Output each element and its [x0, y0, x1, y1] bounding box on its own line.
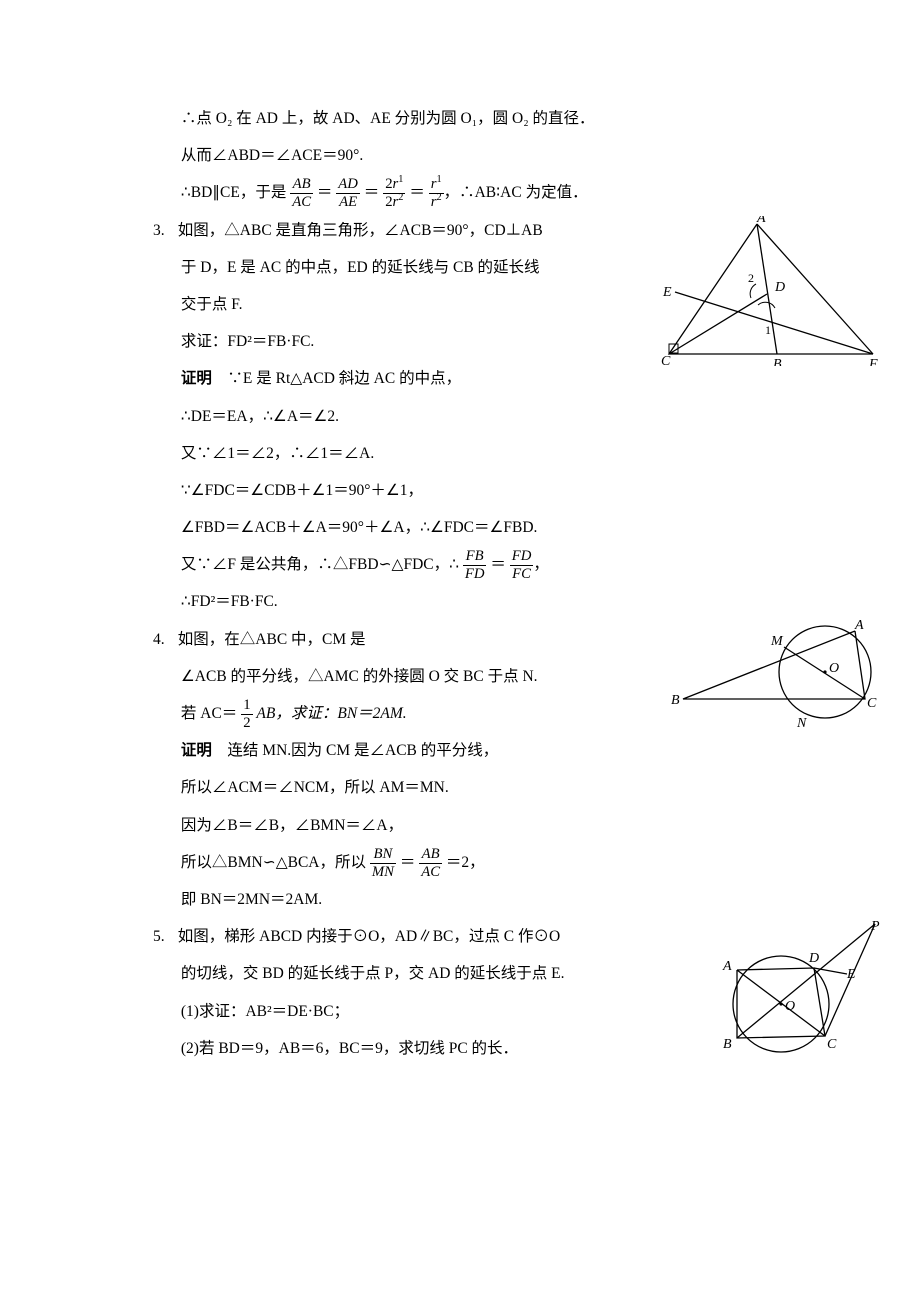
problem-3: 3.如图，△ABC 是直角三角形，∠ACB＝90°，CD⊥AB A C B F …	[153, 212, 795, 249]
fraction: 2r12r2	[383, 176, 405, 211]
math-text: 如图，梯形 ABCD 内接于⊙O，AD∥BC，过点 C 作⊙O	[178, 928, 560, 945]
math-text: 所以∠ACM＝∠NCM，所以 AM＝MN.	[181, 779, 449, 796]
fraction: ABAC	[419, 846, 442, 881]
math-text: ＝2，	[446, 854, 485, 871]
text-line: 即 BN＝2MN＝2AM.	[153, 881, 795, 918]
text-line: 交于点 F.	[153, 286, 795, 323]
math-text: 交于点 F.	[181, 296, 243, 313]
fraction: ABAC	[290, 176, 313, 211]
text-line: 又∵∠1＝∠2，∴∠1＝∠A.	[153, 435, 795, 472]
svg-text:D: D	[808, 951, 819, 966]
svg-text:E: E	[846, 967, 856, 982]
fraction: BNMN	[370, 846, 396, 881]
math-text: ∴FD²＝FB·FC.	[181, 593, 278, 610]
svg-text:F: F	[868, 357, 878, 366]
math-text: ∠FBD＝∠ACB＋∠A＝90°＋∠A，∴∠FDC＝∠FBD.	[181, 519, 538, 536]
page-content: ∴点 O₂ 在 AD 上，故 AD、AE 分别为圆 O₁，圆 O₂ 的直径． 从…	[0, 0, 920, 1167]
svg-text:P: P	[870, 919, 880, 934]
text-line: 求证：FD²＝FB·FC.	[153, 323, 795, 360]
math-text: ∵E 是 Rt△ACD 斜边 AC 的中点，	[212, 370, 461, 387]
text-line: ∠ACB 的平分线，△AMC 的外接圆 O 交 BC 于点 N.	[153, 658, 795, 695]
svg-text:O: O	[829, 661, 839, 676]
text-line: ∴BD∥CE，于是 ABAC ＝ ADAE ＝ 2r12r2 ＝ r1r2，∴A…	[153, 174, 795, 211]
text-line: 所以∠ACM＝∠NCM，所以 AM＝MN.	[153, 769, 795, 806]
math-text: 从而∠ABD＝∠ACE＝90°.	[181, 147, 363, 164]
math-text: 若 AC＝	[181, 705, 237, 722]
text-line: ∠FBD＝∠ACB＋∠A＝90°＋∠A，∴∠FDC＝∠FBD.	[153, 509, 795, 546]
math-text: 又∵∠F 是公共角，∴△FBD∽△FDC，∴	[181, 556, 459, 573]
math-text: 求证：FD²＝FB·FC.	[181, 333, 314, 350]
math-text: (2)若 BD＝9，AB＝6，BC＝9，求切线 PC 的长．	[181, 1040, 518, 1057]
math-text: AB，求证：BN＝2AM.	[256, 705, 406, 722]
svg-text:M: M	[770, 634, 784, 649]
fraction: FBFD	[463, 548, 487, 583]
problem-number: 5.	[153, 918, 178, 955]
problem-5: 5.如图，梯形 ABCD 内接于⊙O，AD∥BC，过点 C 作⊙O A D E …	[153, 918, 795, 955]
text-line: (2)若 BD＝9，AB＝6，BC＝9，求切线 PC 的长．	[153, 1030, 795, 1067]
text-line: 所以△BMN∽△BCA，所以 BNMN ＝ ABAC ＝2，	[153, 844, 795, 881]
math-text: ∠ACB 的平分线，△AMC 的外接圆 O 交 BC 于点 N.	[181, 668, 538, 685]
math-text: 所以△BMN∽△BCA，所以	[181, 854, 366, 871]
fraction: FDFC	[510, 548, 534, 583]
svg-text:C: C	[827, 1037, 837, 1052]
problem-number: 3.	[153, 212, 178, 249]
math-text: 即 BN＝2MN＝2AM.	[181, 891, 322, 908]
text-line: (1)求证：AB²＝DE·BC；	[153, 993, 795, 1030]
text-line: 因为∠B＝∠B，∠BMN＝∠A，	[153, 807, 795, 844]
text-line: 又∵∠F 是公共角，∴△FBD∽△FDC，∴ FBFD ＝ FDFC，	[153, 546, 795, 583]
fraction: r1r2	[429, 176, 444, 211]
text-line: 若 AC＝ 12 AB，求证：BN＝2AM.	[153, 695, 795, 732]
math-text: (1)求证：AB²＝DE·BC；	[181, 1003, 349, 1020]
svg-text:A: A	[854, 618, 864, 633]
svg-text:A: A	[756, 216, 766, 226]
math-text: 于 D，E 是 AC 的中点，ED 的延长线与 CB 的延长线	[181, 259, 540, 276]
text-line: 从而∠ABD＝∠ACE＝90°.	[153, 137, 795, 174]
math-text: 因为∠B＝∠B，∠BMN＝∠A，	[181, 817, 403, 834]
fraction: ADAE	[336, 176, 360, 211]
problem-4: 4.如图，在△ABC 中，CM 是 A M B N C O	[153, 621, 795, 658]
problem-number: 4.	[153, 621, 178, 658]
math-text: 又∵∠1＝∠2，∴∠1＝∠A.	[181, 445, 374, 462]
math-text: ∴点 O₂ 在 AD 上，故 AD、AE 分别为圆 O₁，圆 O₂ 的直径．	[181, 110, 595, 127]
text-line: 于 D，E 是 AC 的中点，ED 的延长线与 CB 的延长线	[153, 249, 795, 286]
proof-label: 证明	[181, 742, 212, 759]
text-line: 证明 连结 MN.因为 CM 是∠ACB 的平分线，	[153, 732, 795, 769]
text-line: ∴FD²＝FB·FC.	[153, 583, 795, 620]
svg-text:N: N	[796, 716, 807, 729]
math-text: 如图，△ABC 是直角三角形，∠ACB＝90°，CD⊥AB	[178, 222, 543, 239]
math-text: 连结 MN.因为 CM 是∠ACB 的平分线，	[212, 742, 498, 759]
math-text: ∵∠FDC＝∠CDB＋∠1＝90°＋∠1，	[181, 482, 423, 499]
math-text: 的切线，交 BD 的延长线于点 P，交 AD 的延长线于点 E.	[181, 965, 565, 982]
svg-text:C: C	[867, 696, 877, 711]
proof-label: 证明	[181, 370, 212, 387]
fraction: 12	[241, 697, 252, 732]
math-text: 如图，在△ABC 中，CM 是	[178, 631, 366, 648]
math-text: ，∴AB∶AC 为定值．	[444, 184, 588, 201]
math-text: ∴DE＝EA，∴∠A＝∠2.	[181, 408, 339, 425]
text-line: ∵∠FDC＝∠CDB＋∠1＝90°＋∠1，	[153, 472, 795, 509]
text-line: ∴点 O₂ 在 AD 上，故 AD、AE 分别为圆 O₁，圆 O₂ 的直径．	[153, 100, 795, 137]
text-line: 证明 ∵E 是 Rt△ACD 斜边 AC 的中点，	[153, 360, 795, 397]
text-line: 的切线，交 BD 的延长线于点 P，交 AD 的延长线于点 E.	[153, 955, 795, 992]
text-line: ∴DE＝EA，∴∠A＝∠2.	[153, 398, 795, 435]
math-text: ∴BD∥CE，于是	[181, 184, 286, 201]
